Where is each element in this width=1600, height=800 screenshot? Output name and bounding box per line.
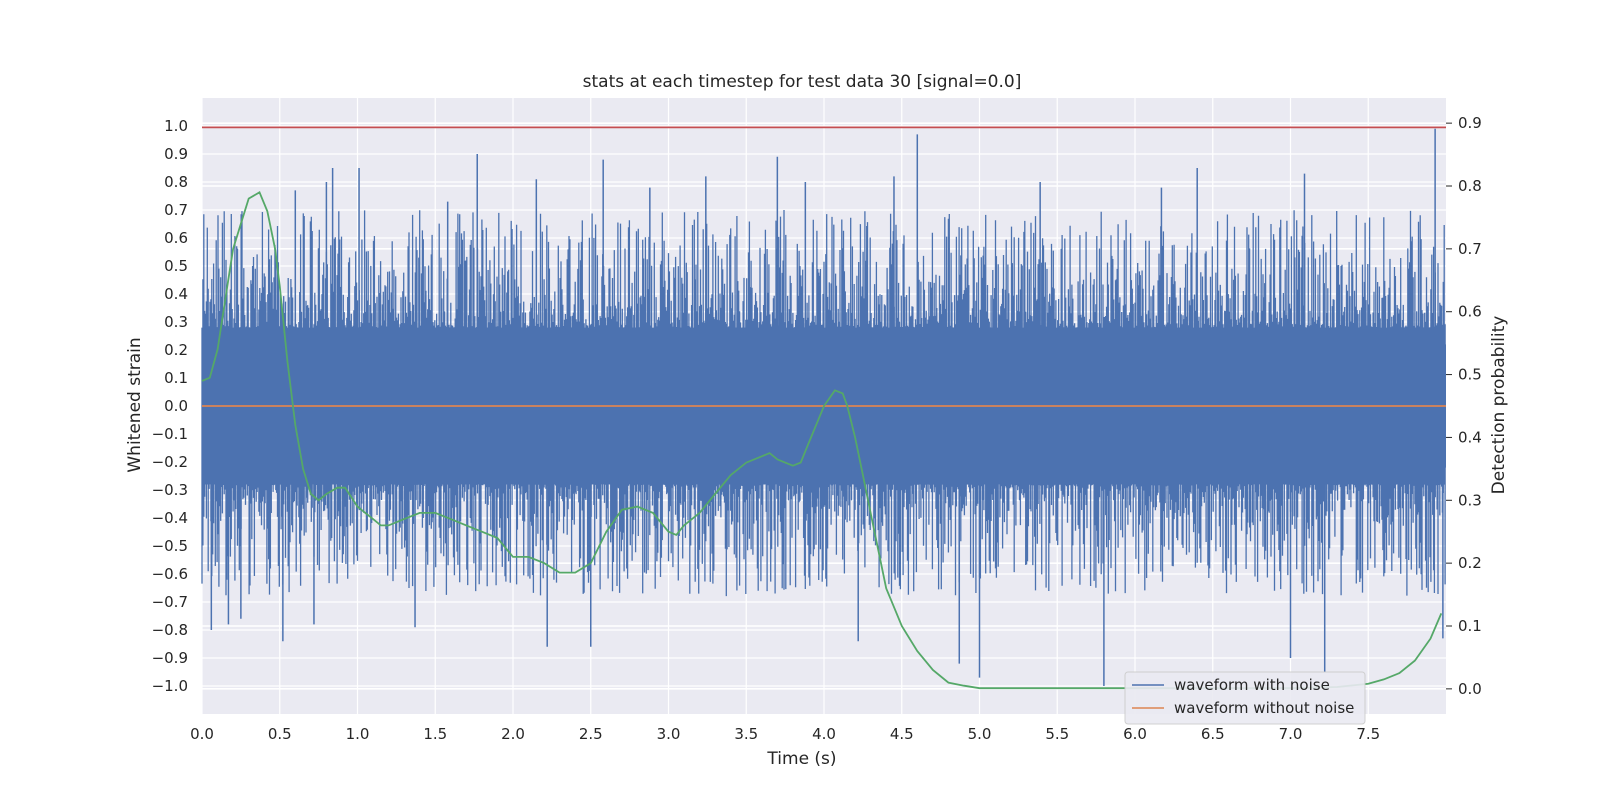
legend-label-clean: waveform without noise (1174, 699, 1354, 717)
y-tick-label: −0.2 (152, 453, 188, 471)
x-tick-label: 3.0 (657, 725, 681, 743)
y-tick-label: 0.1 (164, 369, 188, 387)
detection-probability-line (201, 191, 1443, 690)
x-tick-label: 6.0 (1123, 725, 1147, 743)
y2-tick-label: 0.0 (1458, 680, 1482, 698)
y2-tick-label: 0.5 (1458, 366, 1482, 384)
x-tick-label: 4.0 (812, 725, 836, 743)
x-tick-label: 2.0 (501, 725, 525, 743)
y-tick-label: 0.5 (164, 257, 188, 275)
y2-axis-label: Detection probability (1489, 316, 1509, 495)
y-tick-label: 0.3 (164, 313, 188, 331)
y-tick-label: −0.9 (152, 649, 188, 667)
y-tick-label: 1.0 (164, 117, 188, 135)
legend-box (1124, 671, 1366, 725)
ticks-group: 0.0 0.5 1.0 1.5 2.0 2.5 3.0 3.5 4.0 4.5 5.0 5.5 6.0 6… (152, 114, 1482, 743)
y2-tick-label: 0.4 (1458, 428, 1482, 446)
x-tick-label: 4.5 (890, 725, 914, 743)
x-tick-label: 1.0 (346, 725, 370, 743)
x-tick-label: 0.0 (190, 725, 214, 743)
legend-label-noise: waveform with noise (1174, 676, 1330, 694)
y2-tick-label: 0.2 (1458, 554, 1482, 572)
y2-tick-label: 0.6 (1458, 303, 1482, 321)
y2-tick-label: 0.9 (1458, 114, 1482, 132)
noise-texture (201, 210, 1446, 597)
y2-tick-label: 0.7 (1458, 240, 1482, 258)
y-tick-label: −0.8 (152, 621, 188, 639)
y2-tick-label: 0.1 (1458, 617, 1482, 635)
y2-tick-label: 0.3 (1458, 491, 1482, 509)
x-tick-label: 6.5 (1201, 725, 1225, 743)
y-tick-label: 0.9 (164, 145, 188, 163)
y-tick-label: 0.2 (164, 341, 188, 359)
y-tick-label: 0.0 (164, 397, 188, 415)
y-tick-label: 0.8 (164, 173, 188, 191)
y-tick-label: −0.1 (152, 425, 188, 443)
y-tick-label: −1.0 (152, 677, 188, 695)
chart-title: stats at each timestep for test data 30 … (583, 72, 1022, 92)
y-axis-label: Whitened strain (125, 337, 145, 472)
line-series-group (201, 126, 1446, 690)
legend: waveform with noise waveform without noi… (1124, 671, 1366, 725)
y-tick-label: −0.5 (152, 537, 188, 555)
y-tick-label: 0.4 (164, 285, 188, 303)
x-tick-label: 7.5 (1356, 725, 1380, 743)
x-tick-label: 7.0 (1279, 725, 1303, 743)
y-tick-label: 0.7 (164, 201, 188, 219)
x-tick-label: 5.0 (968, 725, 992, 743)
y-tick-label: −0.3 (152, 481, 188, 499)
y-tick-label: −0.4 (152, 509, 188, 527)
y-tick-label: 0.6 (164, 229, 188, 247)
y-tick-label: −0.7 (152, 593, 188, 611)
x-tick-label: 3.5 (734, 725, 758, 743)
x-tick-label: 1.5 (423, 725, 447, 743)
y2-tick-label: 0.8 (1458, 177, 1482, 195)
x-axis-label: Time (s) (766, 749, 836, 769)
y-tick-label: −0.6 (152, 565, 188, 583)
x-tick-label: 0.5 (268, 725, 292, 743)
x-tick-label: 2.5 (579, 725, 603, 743)
x-tick-label: 5.5 (1045, 725, 1069, 743)
